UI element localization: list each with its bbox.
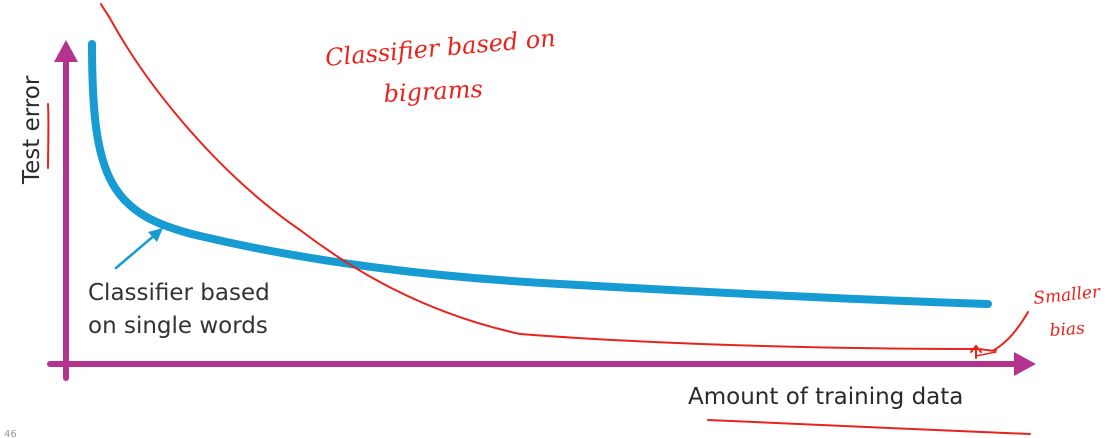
bigrams-curve: [100, 3, 997, 352]
y-axis-arrowhead: [54, 40, 78, 62]
bias-pointer-line: [993, 311, 1029, 351]
x-label-red-underline: [707, 419, 1031, 435]
bigrams-annotation-line1: Classifier based on: [324, 24, 557, 72]
y-axis-label: Test error: [19, 75, 45, 185]
bias-annotation-line1: Smaller: [1032, 282, 1102, 309]
single-words-label-line2: on single words: [88, 313, 268, 339]
single-words-callout-arrow: [114, 228, 163, 270]
page-number: 46: [4, 429, 17, 438]
bigrams-annotation-line2: bigrams: [383, 75, 484, 108]
bias-annotation-line2: bias: [1049, 319, 1086, 341]
bias-gap-marker: [970, 344, 997, 359]
axes: [47, 40, 1036, 381]
x-axis-label: Amount of training data: [688, 384, 963, 410]
x-axis-arrowhead: [1014, 352, 1036, 376]
single-words-curve: [88, 40, 992, 308]
single-words-label-line1: Classifier based: [88, 280, 270, 306]
